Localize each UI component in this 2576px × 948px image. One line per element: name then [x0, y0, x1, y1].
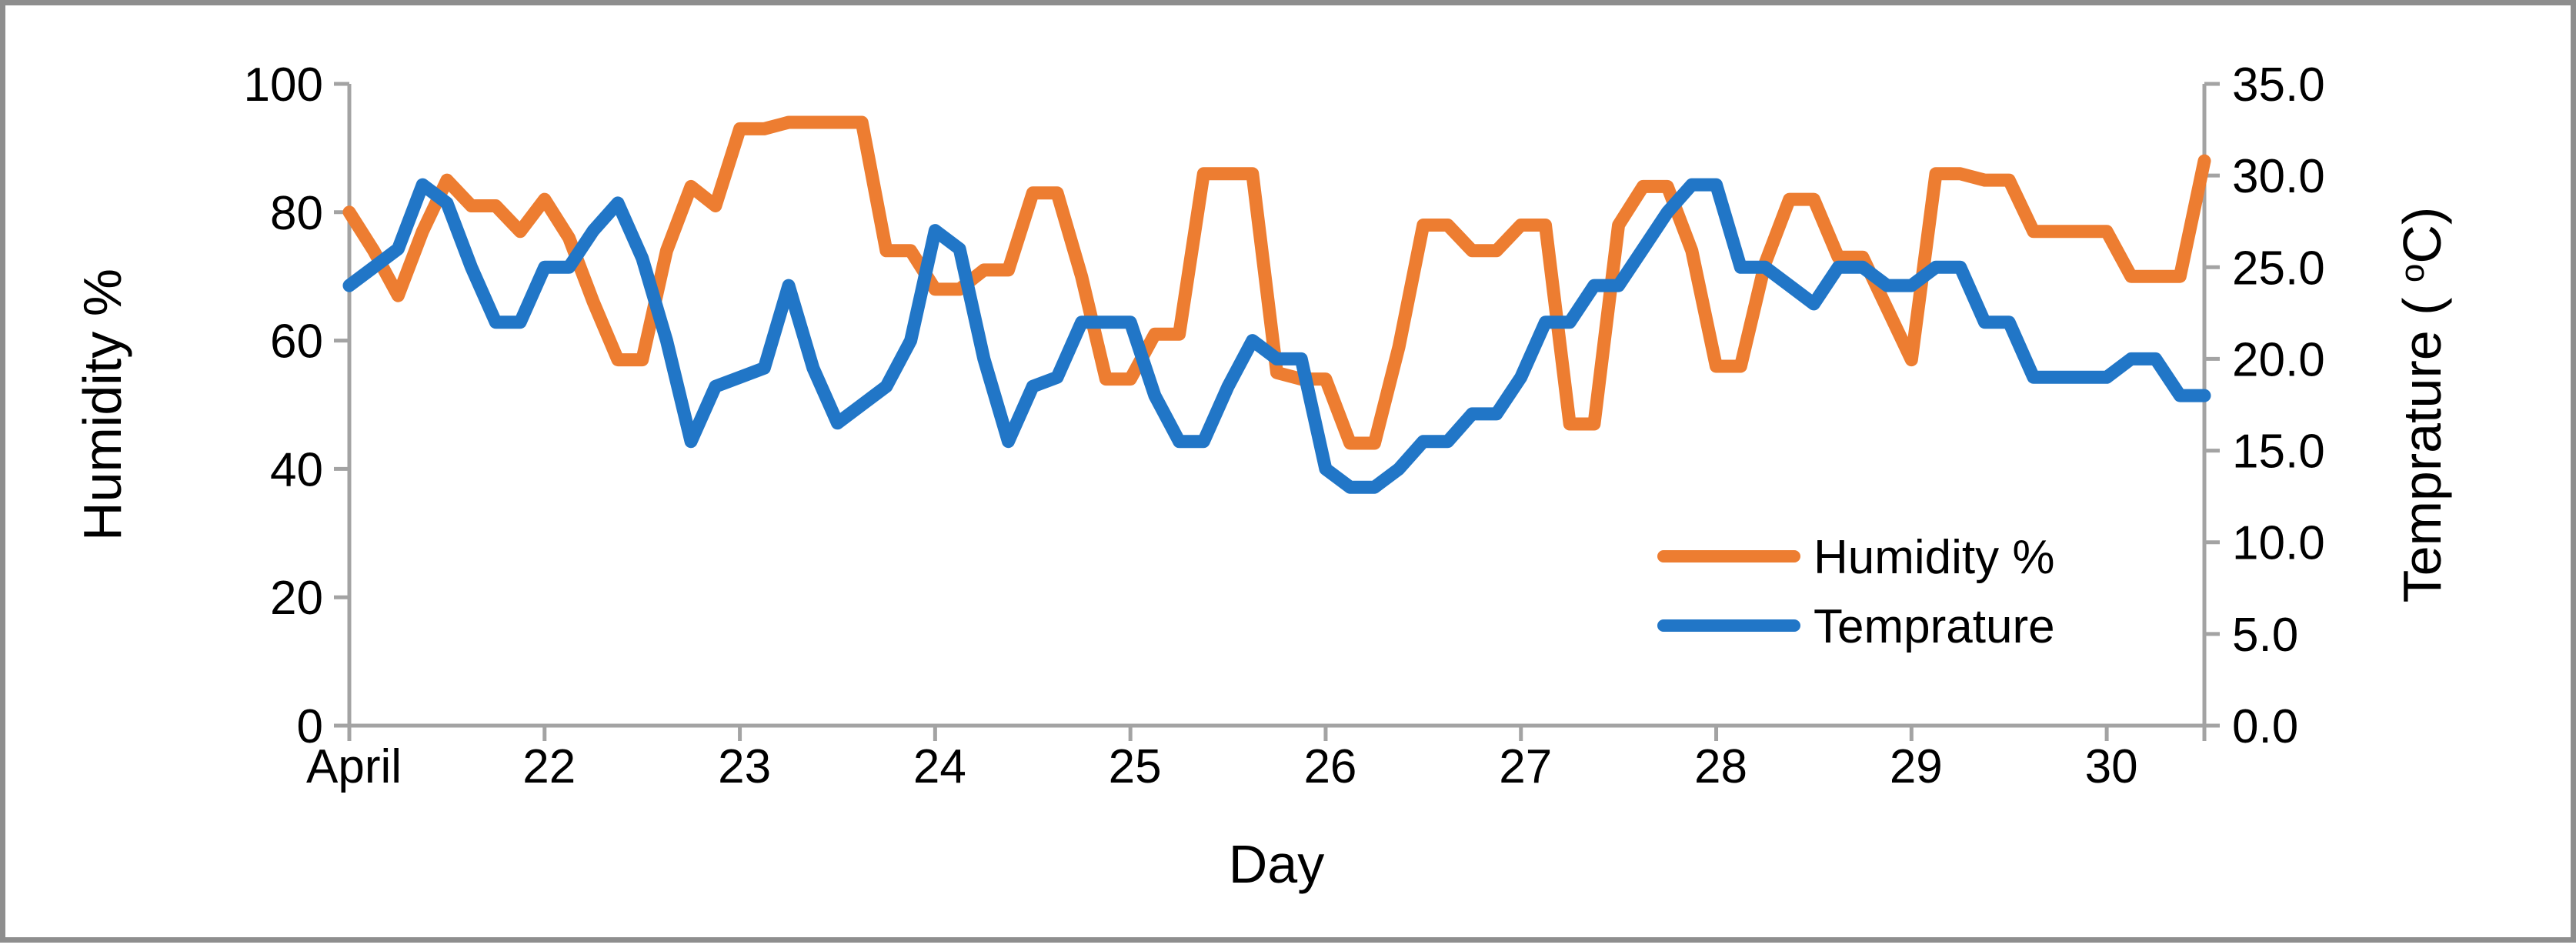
- legend-humidity-label: Humidity %: [1814, 531, 2055, 584]
- x-axis-tick-label: 28: [1694, 740, 1747, 793]
- y-right-tick-label: 15.0: [2232, 426, 2325, 479]
- x-axis-ticks: [347, 726, 2207, 741]
- x-axis-tick-label: 22: [522, 740, 576, 793]
- x-axis-tick-label: 27: [1499, 740, 1552, 793]
- y-left-tick-label: 40: [270, 443, 323, 496]
- y-right-tick-label: 25.0: [2232, 242, 2325, 295]
- y-right-tick-label: 30.0: [2232, 150, 2325, 203]
- y-right-tick-label: 20.0: [2232, 333, 2325, 386]
- y-right-ticks: [2204, 82, 2220, 728]
- x-axis-tick-label: April: [306, 740, 402, 793]
- x-axis-tick-label: 29: [1890, 740, 1943, 793]
- y-left-axis-title: Humidity %: [72, 269, 132, 541]
- x-axis-tick-label: 30: [2085, 740, 2138, 793]
- y-left-ticks: [334, 82, 349, 728]
- x-axis-tick-label: 24: [913, 740, 966, 793]
- y-right-tick-labels: 0.0 5.0 10.0 15.0 20.0 25.0 30.0 35.0: [2232, 58, 2325, 753]
- y-left-tick-label: 80: [270, 187, 323, 240]
- y-left-tick-label: 0: [297, 700, 323, 753]
- humidity-temperature-chart: 0 20 40 60 80 100 0.0 5.0 10.0 15.0 20.0 25.0 30.0 3…: [72, 58, 2452, 894]
- legend-temperature-label: Temprature: [1814, 600, 2055, 653]
- y-right-axis-title: Temprature ( oC): [2392, 207, 2452, 603]
- x-axis-title: Day: [1229, 834, 1324, 894]
- x-axis-tick-labels: April 22 23 24 25 26 27 28 29 30: [306, 740, 2138, 793]
- y-right-tick-label: 5.0: [2232, 609, 2298, 662]
- humidity-line: [342, 115, 2211, 450]
- y-left-tick-label: 60: [270, 315, 323, 369]
- x-axis-tick-label: 25: [1109, 740, 1162, 793]
- y-right-tick-label: 35.0: [2232, 58, 2325, 112]
- x-axis-tick-label: 23: [718, 740, 771, 793]
- y-left-tick-label: 100: [244, 58, 323, 112]
- legend: Humidity % Temprature: [1657, 531, 2055, 653]
- y-left-tick-labels: 0 20 40 60 80 100: [244, 58, 323, 753]
- x-axis-tick-label: 26: [1303, 740, 1356, 793]
- y-right-tick-label: 0.0: [2232, 700, 2298, 753]
- y-right-tick-label: 10.0: [2232, 517, 2325, 570]
- temperature-line: [342, 178, 2211, 494]
- y-left-tick-label: 20: [270, 572, 323, 625]
